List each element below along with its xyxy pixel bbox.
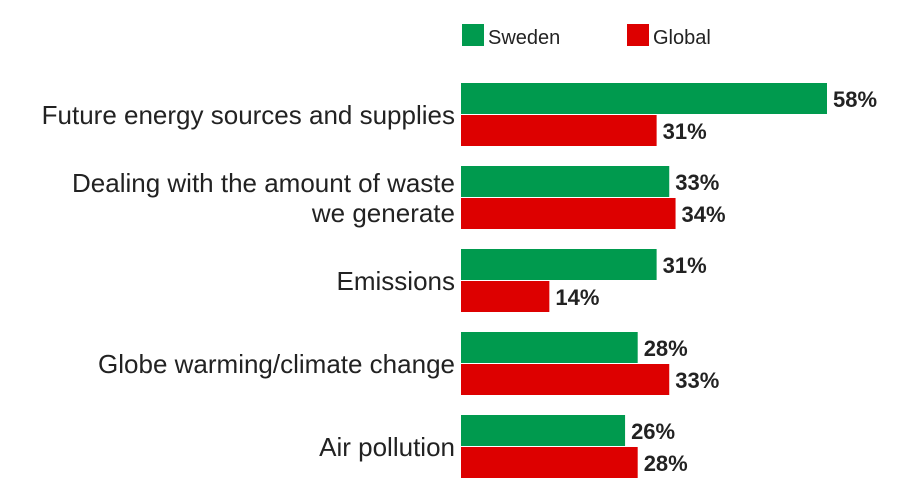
data-label: 34% bbox=[682, 202, 726, 227]
data-label: 28% bbox=[644, 336, 688, 361]
bar-global bbox=[461, 364, 670, 395]
category-group: 28% 33% Globe warming/climate change bbox=[98, 332, 719, 395]
category-label: Globe warming/climate change bbox=[98, 349, 455, 379]
legend-swatch-sweden bbox=[462, 24, 484, 46]
bar-sweden bbox=[461, 415, 626, 446]
bar-global bbox=[461, 281, 550, 312]
data-label: 28% bbox=[644, 451, 688, 476]
legend-swatch-global bbox=[627, 24, 649, 46]
legend-label-sweden: Sweden bbox=[488, 27, 560, 49]
category-group: 33% 34% Dealing with the amount of wastewe… bbox=[72, 166, 726, 229]
category-label: Dealing with the amount of waste bbox=[72, 168, 455, 198]
data-label: 33% bbox=[675, 368, 719, 393]
category-label: Emissions bbox=[337, 266, 455, 296]
data-label: 31% bbox=[663, 119, 707, 144]
bar-sweden bbox=[461, 249, 657, 280]
data-label: 26% bbox=[631, 419, 675, 444]
data-label: 31% bbox=[663, 253, 707, 278]
category-label: Air pollution bbox=[319, 432, 455, 462]
bar-sweden bbox=[461, 83, 827, 114]
bar-global bbox=[461, 447, 638, 478]
category-label: we generate bbox=[311, 198, 455, 228]
legend-label-global: Global bbox=[653, 27, 711, 49]
legend: Sweden Global bbox=[462, 24, 711, 49]
data-label: 33% bbox=[675, 170, 719, 195]
bar-global bbox=[461, 115, 657, 146]
data-label: 58% bbox=[833, 87, 877, 112]
bar-sweden bbox=[461, 332, 638, 363]
bar-sweden bbox=[461, 166, 670, 197]
bar-global bbox=[461, 198, 676, 229]
category-group: 31% 14% Emissions bbox=[337, 249, 707, 312]
data-label: 14% bbox=[555, 285, 599, 310]
plot-area: 58% 31% Future energy sources and supplies… bbox=[42, 83, 877, 478]
category-group: 26% 28% Air pollution bbox=[319, 415, 688, 478]
category-label: Future energy sources and supplies bbox=[42, 100, 455, 130]
category-group: 58% 31% Future energy sources and supplies bbox=[42, 83, 877, 146]
